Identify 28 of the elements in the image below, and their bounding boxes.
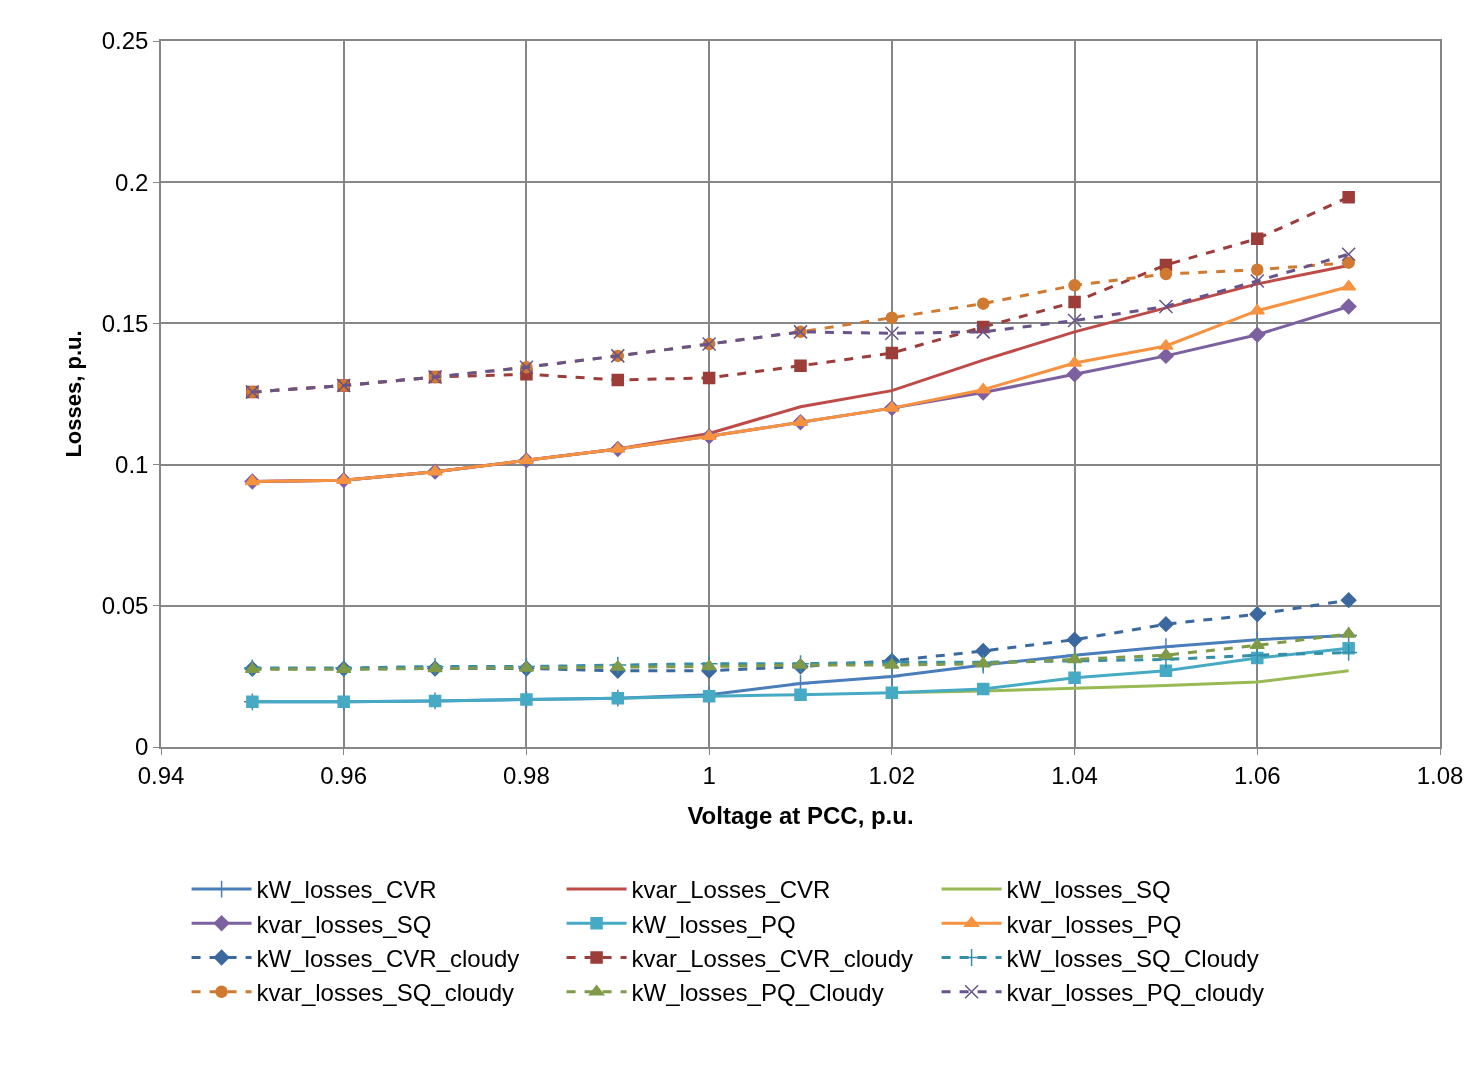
legend-label: kW_losses_PQ bbox=[631, 910, 796, 938]
x-tick-label: 0.96 bbox=[320, 761, 368, 789]
y-tick-label: 0.05 bbox=[101, 592, 149, 620]
y-tick-label: 0.25 bbox=[101, 27, 149, 55]
legend-label: kvar_losses_SQ_cloudy bbox=[256, 979, 515, 1007]
legend-label: kW_losses_SQ bbox=[1006, 876, 1171, 904]
x-tick-label: 1 bbox=[702, 761, 716, 789]
y-tick-label: 0.2 bbox=[115, 168, 149, 196]
legend-label: kvar_Losses_CVR bbox=[631, 876, 831, 904]
x-tick-label: 0.98 bbox=[503, 761, 550, 789]
y-tick-label: 0 bbox=[135, 733, 149, 761]
y-tick-label: 0.1 bbox=[115, 451, 149, 478]
x-axis-title: Voltage at PCC, p.u. bbox=[687, 802, 914, 830]
x-tick-label: 0.94 bbox=[137, 761, 185, 789]
legend-label: kW_losses_SQ_Cloudy bbox=[1006, 944, 1259, 972]
x-tick-label: 1.06 bbox=[1233, 761, 1281, 789]
legend-label: kW_losses_CVR bbox=[256, 876, 437, 904]
legend-label: kvar_Losses_CVR_cloudy bbox=[631, 944, 914, 972]
legend-label: kvar_losses_SQ bbox=[256, 910, 432, 938]
y-axis-title: Losses, p.u. bbox=[61, 330, 87, 458]
x-tick-label: 1.04 bbox=[1051, 761, 1098, 789]
x-tick-label: 1.08 bbox=[1416, 761, 1464, 789]
legend-label: kvar_losses_PQ_cloudy bbox=[1006, 979, 1265, 1007]
legend-label: kW_losses_CVR_cloudy bbox=[256, 944, 520, 972]
x-tick-label: 1.02 bbox=[868, 761, 916, 789]
y-tick-label: 0.15 bbox=[101, 309, 149, 337]
legend-label: kW_losses_PQ_Cloudy bbox=[631, 979, 884, 1007]
legend-label: kvar_losses_PQ bbox=[1006, 910, 1182, 938]
